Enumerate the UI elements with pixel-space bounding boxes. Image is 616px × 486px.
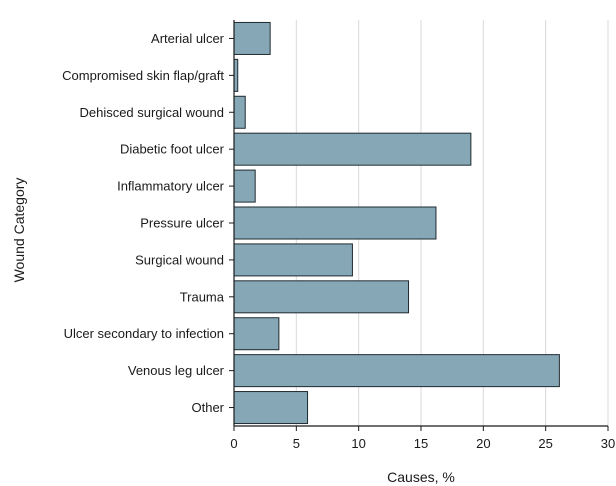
x-tick-label: 5	[293, 436, 300, 451]
category-label: Venous leg ulcer	[128, 363, 225, 378]
category-labels: Arterial ulcer Compromised skin flap/graf…	[62, 31, 225, 415]
bar	[233, 391, 309, 425]
x-tick-label: 30	[601, 436, 615, 451]
category-label: Surgical wound	[135, 252, 224, 267]
category-label: Ulcer secondary to infection	[64, 326, 224, 341]
category-label: Pressure ulcer	[140, 216, 224, 231]
bars	[233, 21, 560, 425]
category-label: Arterial ulcer	[151, 31, 225, 46]
bar	[233, 206, 437, 240]
category-label: Trauma	[180, 289, 225, 304]
bar	[233, 169, 256, 203]
bar	[233, 243, 353, 277]
bar	[233, 95, 246, 129]
x-tick-label: 20	[476, 436, 490, 451]
category-label: Inflammatory ulcer	[117, 179, 225, 194]
bar	[233, 21, 271, 55]
category-label: Dehisced surgical wound	[79, 105, 224, 120]
x-axis-title: Causes, %	[387, 469, 455, 485]
bar	[233, 354, 560, 388]
x-tick-label: 10	[351, 436, 365, 451]
category-label: Diabetic foot ulcer	[120, 142, 225, 157]
bar	[233, 132, 472, 166]
category-label: Compromised skin flap/graft	[62, 68, 224, 83]
x-tick-labels: 0 5 10 15 20 25 30	[230, 436, 615, 451]
axes	[229, 20, 609, 431]
bar	[233, 280, 410, 314]
bar	[233, 317, 280, 351]
x-tick-label: 15	[414, 436, 428, 451]
y-axis-title: Wound Category	[11, 178, 27, 283]
x-tick-label: 0	[230, 436, 237, 451]
category-label: Other	[191, 400, 224, 415]
x-tick-label: 25	[538, 436, 552, 451]
